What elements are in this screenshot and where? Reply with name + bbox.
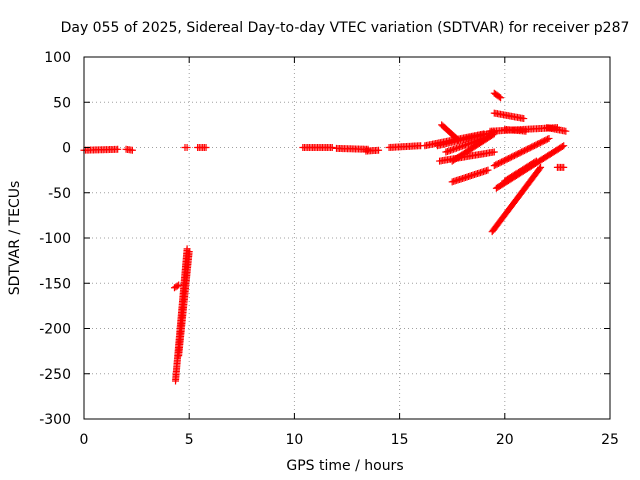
data-point (520, 115, 528, 123)
data-point (560, 142, 568, 150)
data-point (537, 163, 545, 171)
x-tick-label: 10 (285, 432, 303, 448)
series-steep-drop (170, 245, 193, 385)
data-point (558, 143, 566, 151)
y-tick-label: -300 (39, 412, 71, 428)
data-point (545, 134, 553, 142)
x-axis-label: GPS time / hours (286, 458, 403, 474)
y-tick-label: -50 (48, 186, 71, 202)
axis-ticks: 0 5 10 15 20 25 -300 -250 -200 -150 -100 -50 0 50 100 (39, 50, 619, 448)
x-tick-label: 15 (391, 432, 409, 448)
data-point (490, 148, 498, 156)
y-tick-label: -250 (39, 367, 71, 383)
data-point (183, 144, 191, 151)
data-point (536, 165, 544, 173)
y-tick-label: -100 (39, 231, 71, 247)
data-point (202, 144, 210, 151)
data-point (455, 136, 463, 144)
y-tick-label: 0 (62, 141, 71, 157)
data-point (531, 158, 539, 166)
series-evening-fan (421, 89, 570, 236)
x-tick-label: 25 (601, 432, 619, 448)
data-point (562, 127, 570, 135)
data-point (495, 93, 503, 101)
y-tick-label: -200 (39, 322, 71, 338)
x-tick-label: 20 (496, 432, 514, 448)
data-point (522, 127, 530, 135)
data-point (173, 282, 181, 290)
series-midday-near-zero (299, 142, 425, 155)
data-point (128, 146, 136, 154)
data-point (328, 144, 336, 151)
data-point (175, 281, 183, 289)
data-point (560, 163, 568, 171)
y-tick-label: -150 (39, 276, 71, 292)
y-tick-label: 50 (53, 95, 71, 111)
chart-title: Day 055 of 2025, Sidereal Day-to-day VTE… (61, 20, 630, 36)
x-tick-label: 0 (80, 432, 89, 448)
series-early-near-zero (80, 144, 210, 154)
data-point (453, 135, 461, 143)
data-point (375, 146, 383, 154)
grid-layer (84, 57, 610, 419)
plot-frame (83, 56, 611, 420)
data-points (80, 89, 570, 385)
data-point (544, 135, 552, 143)
data-point (114, 145, 122, 153)
data-point (185, 248, 193, 256)
x-tick-label: 5 (185, 432, 194, 448)
y-tick-label: 100 (44, 50, 71, 66)
data-point (532, 157, 540, 165)
data-point (497, 94, 505, 102)
y-axis-label: SDTVAR / TECUs (7, 181, 23, 296)
data-point (484, 166, 492, 174)
